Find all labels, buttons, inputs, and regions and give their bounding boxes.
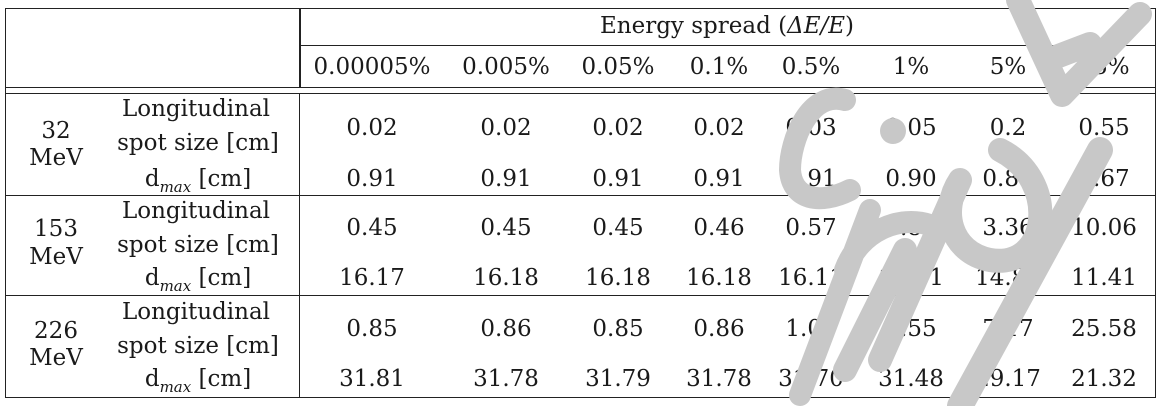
table-cell: 16.11 <box>778 265 844 291</box>
energy-spread-heading: Energy spread (ΔE/E) <box>599 13 855 39</box>
table-cell: 31.81 <box>339 366 405 392</box>
table-cell: 16.18 <box>473 265 539 291</box>
column-header: 0.005% <box>462 54 550 80</box>
rule-divider-body <box>299 93 300 398</box>
rule-header-bottom-2 <box>5 93 1155 94</box>
table-cell: 0.45 <box>480 215 532 241</box>
table-cell: 16.18 <box>585 265 651 291</box>
table-cell: 0.86 <box>693 316 745 342</box>
column-header: 1% <box>892 54 930 80</box>
energy-unit: MeV <box>29 345 83 371</box>
table-cell: 0.85 <box>346 316 398 342</box>
table-cell: 0.91 <box>592 166 644 192</box>
table-cell: 25.58 <box>1071 316 1137 342</box>
table-cell: 0.91 <box>693 166 745 192</box>
row-label-dmax: dmax [cm] <box>144 265 252 295</box>
table-cell: 0.2 <box>989 115 1027 141</box>
energy-unit: MeV <box>29 145 83 171</box>
row-label-longitudinal: spot size [cm] <box>117 333 279 359</box>
table-cell: 0.91 <box>346 166 398 192</box>
rule-group-2 <box>5 295 1155 296</box>
table-cell: 0.86 <box>480 316 532 342</box>
row-label-longitudinal: Longitudinal <box>121 198 271 224</box>
table-cell: 0.55 <box>1078 115 1130 141</box>
row-label-longitudinal: Longitudinal <box>121 299 271 325</box>
row-label-longitudinal: spot size [cm] <box>117 232 279 258</box>
table-cell: 1.55 <box>885 316 937 342</box>
table-cell: 1.06 <box>785 316 837 342</box>
table-cell: 0.02 <box>693 115 745 141</box>
table-cell: 11.41 <box>1071 265 1137 291</box>
table-cell: 0.45 <box>592 215 644 241</box>
table-cell: 31.70 <box>778 366 844 392</box>
table-cell: 0.46 <box>693 215 745 241</box>
rule-top <box>5 8 1155 9</box>
table-cell: 10.06 <box>1071 215 1137 241</box>
table-cell: 0.05 <box>885 115 937 141</box>
table-cell: 31.79 <box>585 366 651 392</box>
table-cell: 31.78 <box>686 366 752 392</box>
rule-group-1 <box>5 195 1155 196</box>
rule-left <box>5 8 6 398</box>
table-cell: 14.83 <box>975 265 1041 291</box>
table-cell: 31.48 <box>878 366 944 392</box>
table-cell: 0.81 <box>885 215 937 241</box>
column-header: 0.00005% <box>313 54 431 80</box>
rule-header-mid <box>300 45 1155 46</box>
table-cell: 0.67 <box>1078 166 1130 192</box>
table-cell: 16.01 <box>878 265 944 291</box>
table-cell: 0.57 <box>785 215 837 241</box>
table-cell: 21.32 <box>1071 366 1137 392</box>
table-cell: 0.90 <box>885 166 937 192</box>
rule-right <box>1155 8 1156 398</box>
column-header: 0.1% <box>689 54 749 80</box>
table-cell: 0.02 <box>346 115 398 141</box>
column-header: 5% <box>989 54 1027 80</box>
column-header: 0.05% <box>581 54 655 80</box>
column-header: 0.5% <box>781 54 841 80</box>
rule-bottom <box>5 397 1155 398</box>
table-cell: 0.85 <box>592 316 644 342</box>
table-cell: 0.02 <box>480 115 532 141</box>
energy-value: 226 <box>34 318 78 344</box>
table-cell: 0.91 <box>480 166 532 192</box>
row-label-longitudinal: spot size [cm] <box>117 130 279 156</box>
table-cell: 29.17 <box>975 366 1041 392</box>
rule-divider-header <box>299 8 301 88</box>
table-cell: 0.45 <box>346 215 398 241</box>
table-cell: 16.17 <box>339 265 405 291</box>
table-cell: 7.17 <box>982 316 1034 342</box>
table-cell: 0.03 <box>785 115 837 141</box>
row-label-dmax: dmax [cm] <box>144 366 252 396</box>
energy-value: 153 <box>34 216 78 242</box>
row-label-longitudinal: Longitudinal <box>121 96 271 122</box>
energy-value: 32 <box>41 118 71 144</box>
rule-header-bottom-1 <box>5 87 1155 88</box>
table-cell: 3.36 <box>982 215 1034 241</box>
table-cell: 0.02 <box>592 115 644 141</box>
table-cell: 16.18 <box>686 265 752 291</box>
energy-unit: MeV <box>29 244 83 270</box>
table-cell: 0.84 <box>982 166 1034 192</box>
table-cell: 0.91 <box>785 166 837 192</box>
table-cell: 31.78 <box>473 366 539 392</box>
column-header: 15% <box>1078 54 1130 80</box>
row-label-dmax: dmax [cm] <box>144 166 252 196</box>
